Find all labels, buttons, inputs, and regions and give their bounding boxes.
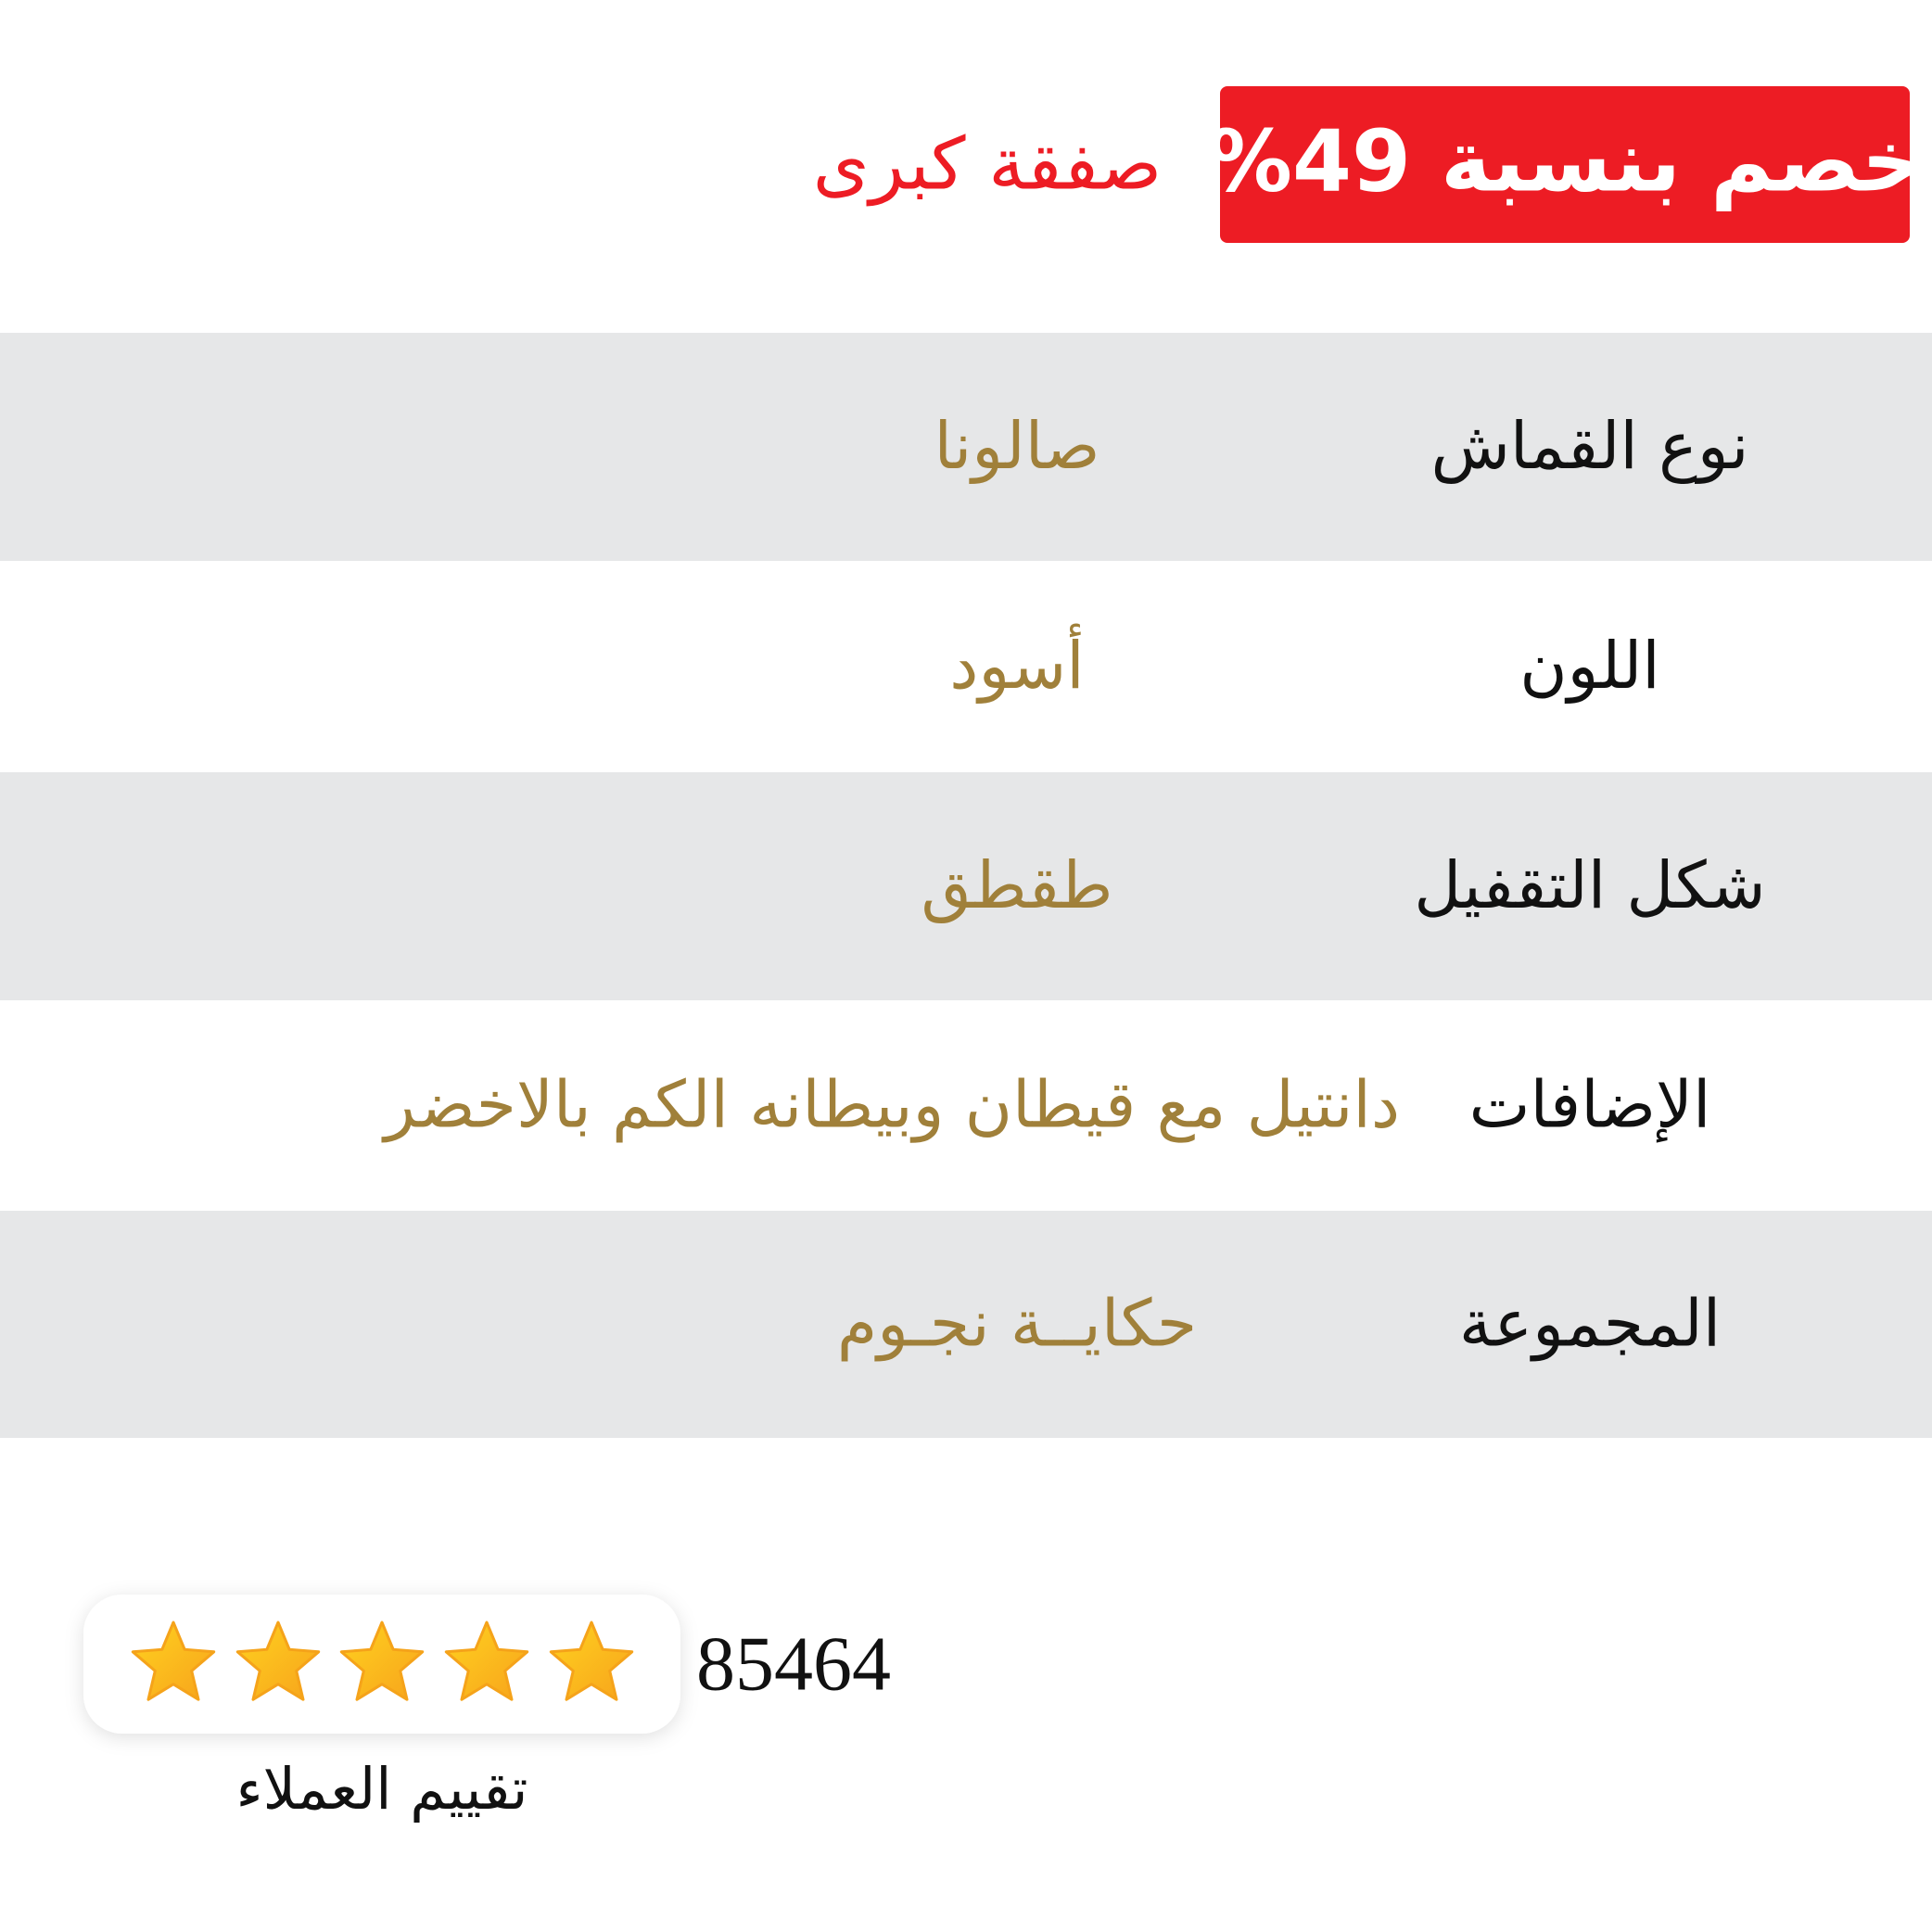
spec-value: صالونا	[934, 408, 1099, 484]
row-bg	[0, 1000, 1932, 1211]
spec-value: طقطق	[922, 847, 1113, 923]
spec-value: أسود	[949, 623, 1084, 704]
spec-label: شكل التقفيل	[1414, 847, 1765, 923]
spec-table: نوع القماش صالونا اللون أسود شكل التقفيل طقطق…	[0, 333, 1932, 1438]
star	[549, 1621, 634, 1701]
rating-count: 85464	[696, 1621, 891, 1707]
row-bg	[0, 772, 1932, 1000]
rating-label: تقييم العملاء	[235, 1755, 527, 1823]
spec-label: اللون	[1519, 628, 1660, 704]
discount-badge	[1220, 86, 1910, 243]
star	[131, 1621, 216, 1701]
star	[444, 1621, 529, 1701]
row-bg	[0, 1211, 1932, 1438]
stars	[131, 1621, 634, 1701]
spec-label: نوع القماش	[1430, 408, 1748, 484]
star	[235, 1621, 321, 1701]
tagline: صفقة كبرى	[813, 122, 1163, 207]
row-bg	[0, 561, 1932, 772]
discount-text: خصم بنسبة 49%	[1207, 111, 1923, 211]
spec-value: دانتيل مع قيطان وبيطانه الكم بالاخضر	[381, 1067, 1400, 1144]
star	[339, 1621, 425, 1701]
spec-label: الإضافات	[1469, 1067, 1711, 1144]
spec-label: المجموعة	[1459, 1286, 1721, 1362]
row-bg	[0, 333, 1932, 561]
spec-value: حكايــة نجـوم	[837, 1286, 1197, 1362]
